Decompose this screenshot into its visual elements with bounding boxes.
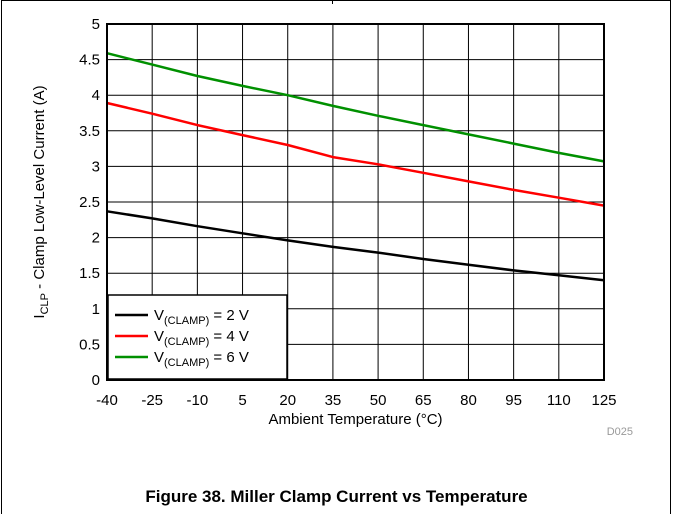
legend-label-sub: (CLAMP) <box>164 315 209 327</box>
y-axis-label-sub: CLP <box>39 293 51 314</box>
page-frame-tick <box>332 0 333 4</box>
x-tick-label: 35 <box>325 392 342 409</box>
y-axis-label: ICLP - Clamp Low-Level Current (A) <box>31 85 51 318</box>
legend-label: V(CLAMP) = 6 V <box>154 349 249 369</box>
y-tick-label: 2.5 <box>79 194 100 211</box>
x-tick-label: 50 <box>370 392 387 409</box>
legend-label-suffix: = 6 V <box>209 349 249 366</box>
y-tick-label: 4.5 <box>79 52 100 69</box>
y-tick-label: 3.5 <box>79 123 100 140</box>
x-tick-label: 110 <box>547 392 571 409</box>
figure-caption: Figure 38. Miller Clamp Current vs Tempe… <box>145 487 528 506</box>
plot-area-border <box>106 23 605 381</box>
x-tick-label: 20 <box>279 392 296 409</box>
figure-code: D025 <box>607 426 633 438</box>
legend-label-sub: (CLAMP) <box>164 336 209 348</box>
y-tick-label: 0 <box>92 372 100 389</box>
chart-series <box>106 51 605 282</box>
y-tick-label: 1 <box>92 301 100 318</box>
x-tick-label: 80 <box>460 392 477 409</box>
legend-label-suffix: = 2 V <box>209 307 249 324</box>
x-tick-label: -10 <box>187 392 209 409</box>
x-tick-label: 5 <box>238 392 246 409</box>
legend-label-prefix: V <box>154 307 164 324</box>
line-chart: -40 -25 -10 5 20 35 50 65 80 95 110 125 00.511.522.… <box>31 16 633 438</box>
series-line <box>106 101 605 207</box>
y-tick-label: 1.5 <box>79 265 100 282</box>
page-frame-left <box>1 0 2 514</box>
x-tick-label: -25 <box>141 392 163 409</box>
x-tick-label: 65 <box>415 392 432 409</box>
legend-label-suffix: = 4 V <box>209 328 249 345</box>
legend-items: V(CLAMP) = 2 VV(CLAMP) = 4 VV(CLAMP) = 6… <box>115 307 249 369</box>
y-tick-label: 5 <box>92 16 100 33</box>
y-axis-ticks: 0 0.5 1 1.5 2 2.5 3 3.5 4 4.5 5 <box>79 16 100 389</box>
legend-label: V(CLAMP) = 4 V <box>154 328 249 348</box>
y-tick-label: 4 <box>92 87 100 104</box>
x-tick-label: -40 <box>96 392 118 409</box>
y-tick-label: 0.5 <box>79 336 100 353</box>
x-tick-label: 95 <box>505 392 522 409</box>
legend-label-sub: (CLAMP) <box>164 357 209 369</box>
legend-label-prefix: V <box>154 349 164 366</box>
x-tick-label: 125 <box>591 392 616 409</box>
x-axis-ticks: -40 -25 -10 5 20 35 50 65 80 95 110 125 <box>96 392 616 409</box>
series-line <box>106 210 605 282</box>
page-frame-right <box>670 0 671 514</box>
legend-label: V(CLAMP) = 2 V <box>154 307 249 327</box>
series-line <box>106 51 605 163</box>
x-axis-label: Ambient Temperature (°C) <box>268 411 442 428</box>
page-frame-top <box>1 0 671 1</box>
y-axis-label-rest: - Clamp Low-Level Current (A) <box>31 85 48 293</box>
y-tick-label: 2 <box>92 230 100 247</box>
y-axis-label-main: I <box>31 314 48 318</box>
y-tick-label: 3 <box>92 158 100 175</box>
legend-label-prefix: V <box>154 328 164 345</box>
chart-legend: V(CLAMP) = 2 VV(CLAMP) = 4 VV(CLAMP) = 6… <box>107 294 288 380</box>
